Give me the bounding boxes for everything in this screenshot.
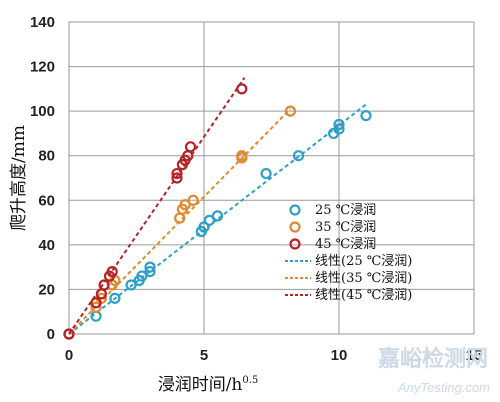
data-point [187, 194, 199, 206]
data-point [125, 279, 137, 291]
data-point [284, 105, 296, 117]
data-point [90, 301, 102, 313]
data-point [106, 266, 118, 278]
fit-line [68, 108, 292, 335]
x-tick-label: 10 [331, 347, 348, 364]
y-tick-label: 120 [30, 59, 55, 76]
legend-label: 线性(25 ℃浸润) [315, 254, 412, 269]
y-tick-label: 20 [38, 281, 55, 298]
data-point [184, 141, 197, 153]
watermark-main: 嘉峪检测网 [378, 346, 488, 372]
data-point [98, 279, 110, 291]
gridlines [68, 21, 475, 335]
watermark-sub: AnyTesting.com [397, 380, 490, 395]
legend-marker [289, 238, 301, 250]
y-axis-title: 爬升高度/mm [9, 125, 29, 231]
legend-label: 25 ℃浸润 [315, 203, 376, 218]
data-point [211, 210, 224, 222]
y-tick-label: 80 [38, 148, 55, 165]
data-point [144, 261, 156, 273]
data-point [136, 270, 148, 282]
data-points [63, 83, 372, 340]
legend-marker [289, 204, 301, 216]
y-tick-label: 100 [30, 103, 55, 120]
data-point [144, 266, 156, 278]
watermark: 嘉峪检测网 AnyTesting.com [378, 346, 490, 395]
data-point [171, 172, 183, 184]
legend-label: 线性(45 ℃浸润) [315, 288, 412, 303]
x-tick-label: 0 [65, 347, 73, 364]
y-tick-label: 0 [47, 326, 55, 343]
legend-label: 35 ℃浸润 [315, 220, 376, 235]
data-point [333, 123, 345, 135]
axes: 0 20 40 60 80 100 120 140 0 5 10 15 [30, 14, 482, 364]
legend-marker [289, 221, 301, 233]
data-point [260, 167, 272, 180]
data-point [203, 214, 215, 226]
data-point [63, 328, 75, 340]
data-point [90, 297, 102, 309]
data-point [292, 150, 305, 162]
y-tick-label: 40 [38, 237, 55, 254]
legend-label: 45 ℃浸润 [315, 237, 376, 252]
data-point [198, 221, 210, 233]
legend-label: 线性(35 ℃浸润) [315, 271, 412, 286]
x-axis-title-superscript: 0.5 [242, 375, 258, 386]
fit-line [68, 77, 246, 335]
data-point [236, 83, 248, 95]
x-axis-title: 浸润时间/h0.5 [158, 375, 259, 395]
data-point [109, 292, 121, 304]
y-tick-label: 60 [38, 192, 55, 209]
data-point [171, 167, 183, 180]
x-tick-label: 5 [200, 347, 208, 364]
data-point [236, 150, 248, 162]
x-tick-label: 15 [466, 347, 483, 364]
y-tick-label: 140 [30, 14, 55, 31]
data-point [360, 109, 372, 122]
data-point [179, 199, 191, 211]
x-axis-title-text: 浸润时间/h [158, 375, 243, 395]
data-point [333, 118, 345, 131]
